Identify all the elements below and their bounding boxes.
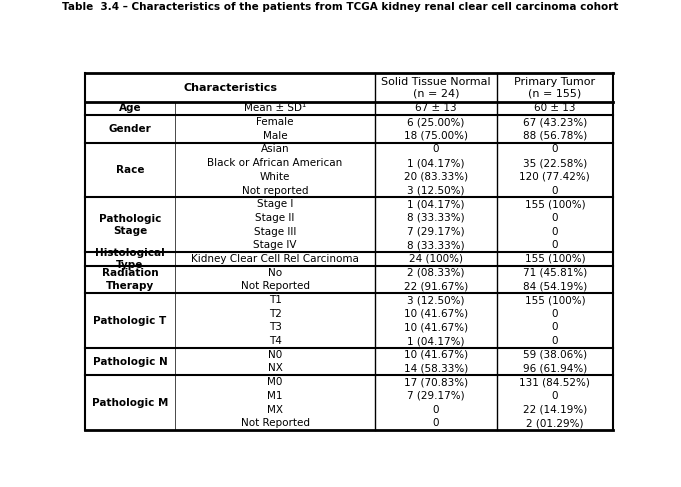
- Text: Solid Tissue Normal
(n = 24): Solid Tissue Normal (n = 24): [381, 76, 491, 98]
- Text: 6 (25.00%): 6 (25.00%): [407, 117, 465, 127]
- Text: 120 (77.42%): 120 (77.42%): [520, 172, 590, 182]
- Text: Not Reported: Not Reported: [240, 418, 310, 428]
- Text: 3 (12.50%): 3 (12.50%): [407, 295, 465, 305]
- Text: Asian: Asian: [261, 145, 289, 154]
- Text: 59 (38.06%): 59 (38.06%): [523, 350, 587, 360]
- Text: 0: 0: [552, 391, 558, 401]
- Text: 155 (100%): 155 (100%): [524, 295, 585, 305]
- Text: Pathologic N: Pathologic N: [93, 356, 168, 367]
- Text: 96 (61.94%): 96 (61.94%): [523, 363, 587, 374]
- Text: Mean ± SD¹: Mean ± SD¹: [244, 103, 306, 113]
- Text: 22 (14.19%): 22 (14.19%): [523, 405, 587, 414]
- Text: Histological
Type: Histological Type: [95, 248, 165, 270]
- Text: 71 (45.81%): 71 (45.81%): [523, 268, 587, 278]
- Text: 10 (41.67%): 10 (41.67%): [404, 309, 468, 318]
- Text: MX: MX: [267, 405, 283, 414]
- Text: 88 (56.78%): 88 (56.78%): [523, 131, 587, 141]
- Text: Characteristics: Characteristics: [183, 82, 277, 93]
- Text: 2 (08.33%): 2 (08.33%): [407, 268, 465, 278]
- Text: 35 (22.58%): 35 (22.58%): [523, 158, 587, 168]
- Text: No: No: [268, 268, 282, 278]
- Text: 0: 0: [552, 145, 558, 154]
- Text: T2: T2: [269, 309, 281, 318]
- Text: T4: T4: [269, 336, 281, 346]
- Text: 1 (04.17%): 1 (04.17%): [407, 199, 465, 209]
- Text: Pathologic M: Pathologic M: [92, 398, 168, 408]
- Text: 7 (29.17%): 7 (29.17%): [407, 391, 465, 401]
- Text: White: White: [260, 172, 290, 182]
- Text: Female: Female: [256, 117, 294, 127]
- Text: Stage II: Stage II: [255, 213, 295, 223]
- Text: T1: T1: [269, 295, 281, 305]
- Text: 0: 0: [433, 145, 439, 154]
- Text: 14 (58.33%): 14 (58.33%): [404, 363, 469, 374]
- Text: 10 (41.67%): 10 (41.67%): [404, 350, 468, 360]
- Text: 155 (100%): 155 (100%): [524, 199, 585, 209]
- Text: 1 (04.17%): 1 (04.17%): [407, 336, 465, 346]
- Text: Table  3.4 – Characteristics of the patients from TCGA kidney renal clear cell c: Table 3.4 – Characteristics of the patie…: [63, 2, 618, 13]
- Text: 2 (01.29%): 2 (01.29%): [526, 418, 584, 428]
- Text: 84 (54.19%): 84 (54.19%): [523, 281, 587, 291]
- Text: 0: 0: [552, 309, 558, 318]
- Text: Male: Male: [263, 131, 287, 141]
- Text: NX: NX: [268, 363, 283, 374]
- Text: 17 (70.83%): 17 (70.83%): [404, 377, 468, 387]
- Text: Pathologic
Stage: Pathologic Stage: [99, 213, 161, 236]
- Text: M1: M1: [268, 391, 283, 401]
- Text: 10 (41.67%): 10 (41.67%): [404, 322, 468, 333]
- Text: Stage I: Stage I: [257, 199, 294, 209]
- Text: 60 ± 13: 60 ± 13: [534, 103, 575, 113]
- Text: Gender: Gender: [108, 124, 151, 134]
- Text: Age: Age: [118, 103, 141, 113]
- Text: 8 (33.33%): 8 (33.33%): [407, 213, 465, 223]
- Text: T3: T3: [269, 322, 281, 333]
- Text: 0: 0: [552, 186, 558, 195]
- Text: 0: 0: [552, 336, 558, 346]
- Text: 1 (04.17%): 1 (04.17%): [407, 158, 465, 168]
- Text: 67 ± 13: 67 ± 13: [415, 103, 457, 113]
- Text: 67 (43.23%): 67 (43.23%): [523, 117, 587, 127]
- Text: 20 (83.33%): 20 (83.33%): [404, 172, 468, 182]
- Text: Kidney Clear Cell Rel Carcinoma: Kidney Clear Cell Rel Carcinoma: [191, 254, 359, 264]
- Text: 131 (84.52%): 131 (84.52%): [520, 377, 590, 387]
- Text: Not Reported: Not Reported: [240, 281, 310, 291]
- Text: Stage IV: Stage IV: [253, 240, 297, 250]
- Text: 22 (91.67%): 22 (91.67%): [404, 281, 469, 291]
- Text: 0: 0: [552, 322, 558, 333]
- Text: 24 (100%): 24 (100%): [409, 254, 463, 264]
- Text: 0: 0: [433, 405, 439, 414]
- Text: 0: 0: [552, 226, 558, 237]
- Text: Stage III: Stage III: [254, 226, 296, 237]
- Text: Pathologic T: Pathologic T: [93, 316, 167, 325]
- Text: Radiation
Therapy: Radiation Therapy: [101, 268, 158, 291]
- Text: Race: Race: [116, 165, 144, 175]
- Text: Primary Tumor
(n = 155): Primary Tumor (n = 155): [514, 76, 595, 98]
- Text: M0: M0: [268, 377, 283, 387]
- Text: 8 (33.33%): 8 (33.33%): [407, 240, 465, 250]
- Text: 0: 0: [433, 418, 439, 428]
- Text: 18 (75.00%): 18 (75.00%): [404, 131, 468, 141]
- Text: N0: N0: [268, 350, 282, 360]
- Text: 7 (29.17%): 7 (29.17%): [407, 226, 465, 237]
- Text: 155 (100%): 155 (100%): [524, 254, 585, 264]
- Text: 0: 0: [552, 240, 558, 250]
- Text: Black or African American: Black or African American: [208, 158, 343, 168]
- Text: 0: 0: [552, 213, 558, 223]
- Text: Not reported: Not reported: [242, 186, 308, 195]
- Text: 3 (12.50%): 3 (12.50%): [407, 186, 465, 195]
